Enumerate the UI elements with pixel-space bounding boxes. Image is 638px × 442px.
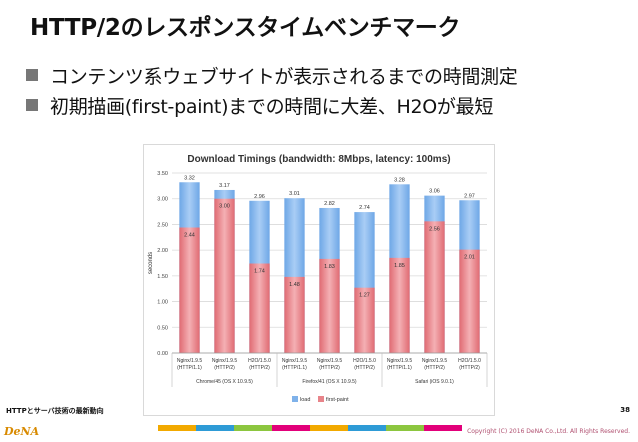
x-tick-label: Nginx/1.9.5: [422, 358, 448, 364]
color-strip-segment: [272, 425, 310, 431]
y-tick-label: 1.50: [157, 274, 168, 280]
load-value-label: 3.01: [289, 191, 300, 197]
y-tick-label: 3.50: [157, 171, 168, 177]
legend-swatch-load: [292, 396, 298, 402]
color-strip-segment: [234, 425, 272, 431]
first-paint-value-label: 2.44: [184, 233, 195, 239]
x-tick-label: (HTTP/2): [424, 365, 445, 371]
load-value-label: 2.74: [359, 205, 370, 211]
x-tick-label: (HTTP/2): [459, 365, 480, 371]
x-tick-label: (HTTP/1.1): [177, 365, 202, 371]
color-strip-segment: [310, 425, 348, 431]
company-logo: DeNA: [4, 425, 40, 438]
bullet-item: 初期描画(first-paint)までの時間に大差、H2Oが最短: [26, 90, 518, 120]
x-tick-label: Nginx/1.9.5: [212, 358, 238, 364]
x-tick-label: (HTTP/1.1): [387, 365, 412, 371]
load-value-label: 3.17: [219, 183, 230, 189]
x-tick-label: Nginx/1.9.5: [317, 358, 343, 364]
first-paint-value-label: 1.83: [324, 264, 335, 270]
first-paint-value-label: 1.85: [394, 263, 405, 269]
bullet-text: 初期描画(first-paint)までの時間に大差、H2Oが最短: [50, 95, 494, 118]
load-value-label: 3.32: [184, 175, 195, 181]
x-tick-label: (HTTP/2): [214, 365, 235, 371]
color-strip: [158, 425, 462, 431]
first-paint-value-label: 2.01: [464, 255, 475, 261]
color-strip-segment: [348, 425, 386, 431]
first-paint-bar: [284, 276, 305, 353]
load-value-label: 2.82: [324, 201, 335, 207]
group-label: Safari (iOS 9.0.1): [415, 379, 454, 385]
color-strip-segment: [424, 425, 462, 431]
page-number: 38: [620, 406, 630, 414]
load-value-label: 2.96: [254, 194, 265, 200]
x-tick-label: H2O/1.5.0: [458, 358, 481, 364]
bullet-list: コンテンツ系ウェブサイトが表示されるまでの時間測定 初期描画(first-pai…: [26, 60, 518, 120]
y-tick-label: 2.00: [157, 248, 168, 254]
x-tick-label: Nginx/1.9.5: [282, 358, 308, 364]
first-paint-value-label: 1.27: [359, 293, 370, 299]
group-label: Firefox/41 (OS X 10.9.5): [302, 379, 357, 385]
x-tick-label: Nginx/1.9.5: [387, 358, 413, 364]
x-tick-label: H2O/1.5.0: [248, 358, 271, 364]
color-strip-segment: [386, 425, 424, 431]
y-tick-label: 3.00: [157, 197, 168, 203]
color-strip-segment: [196, 425, 234, 431]
chart-frame: Download Timings (bandwidth: 8Mbps, late…: [143, 144, 495, 416]
color-strip-segment: [158, 425, 196, 431]
first-paint-value-label: 2.56: [429, 226, 440, 232]
first-paint-bar: [354, 287, 375, 353]
x-tick-label: (HTTP/2): [249, 365, 270, 371]
copyright-text: Copyright (C) 2016 DeNA Co.,Ltd. All Rig…: [467, 428, 630, 435]
bullet-item: コンテンツ系ウェブサイトが表示されるまでの時間測定: [26, 60, 518, 90]
group-label: Chrome/45 (OS X 10.9.5): [196, 379, 253, 385]
first-paint-bar: [424, 221, 445, 353]
y-axis-label: seconds: [148, 252, 154, 274]
legend-swatch-first-paint: [318, 396, 324, 402]
first-paint-value-label: 1.74: [254, 269, 265, 275]
first-paint-bar: [179, 227, 200, 353]
y-tick-label: 2.50: [157, 222, 168, 228]
load-value-label: 2.97: [464, 193, 475, 199]
x-tick-label: (HTTP/2): [319, 365, 340, 371]
x-tick-label: (HTTP/2): [354, 365, 375, 371]
first-paint-bar: [214, 198, 235, 353]
footer-note: HTTPとサーバ技術の最新動向: [6, 407, 104, 415]
first-paint-bar: [319, 258, 340, 353]
x-tick-label: (HTTP/1.1): [282, 365, 307, 371]
chart-title: Download Timings (bandwidth: 8Mbps, late…: [187, 154, 450, 165]
first-paint-value-label: 1.48: [289, 282, 300, 288]
load-value-label: 3.06: [429, 189, 440, 195]
first-paint-bar: [459, 249, 480, 353]
y-tick-label: 1.00: [157, 300, 168, 306]
legend-label-load: load: [300, 397, 310, 403]
timings-bar-chart: Download Timings (bandwidth: 8Mbps, late…: [148, 154, 488, 403]
load-value-label: 3.28: [394, 177, 405, 183]
square-bullet-icon: [26, 69, 38, 81]
x-tick-label: Nginx/1.9.5: [177, 358, 203, 364]
first-paint-value-label: 3.00: [219, 204, 230, 210]
first-paint-bar: [249, 263, 270, 353]
legend-label-first-paint: first-paint: [326, 397, 349, 403]
y-tick-label: 0.50: [157, 325, 168, 331]
y-tick-label: 0.00: [157, 351, 168, 357]
square-bullet-icon: [26, 99, 38, 111]
first-paint-bar: [389, 257, 410, 353]
slide-title: HTTP/2のレスポンスタイムベンチマーク: [30, 15, 461, 41]
x-tick-label: H2O/1.5.0: [353, 358, 376, 364]
bullet-text: コンテンツ系ウェブサイトが表示されるまでの時間測定: [50, 65, 518, 88]
